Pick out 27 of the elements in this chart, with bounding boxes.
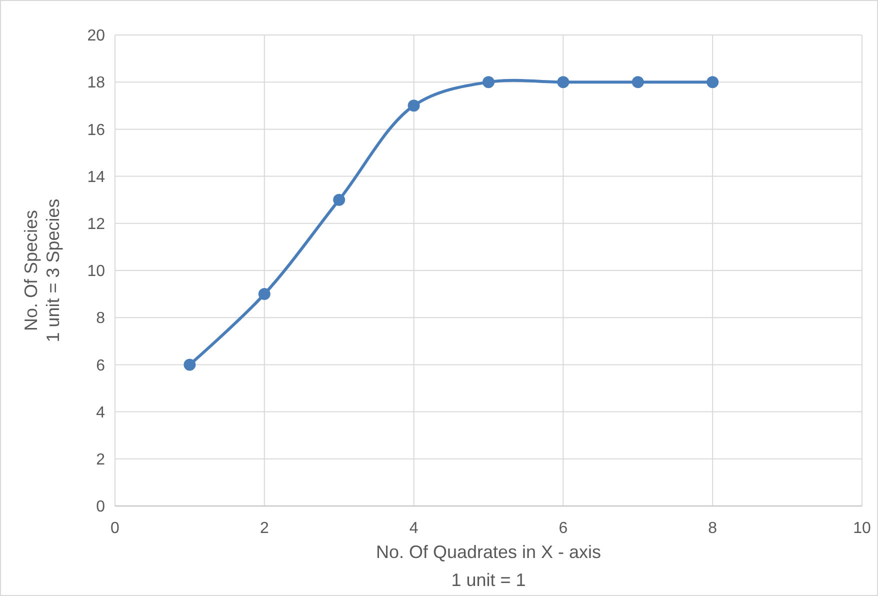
x-tick-label: 2 xyxy=(260,520,269,537)
y-tick-label: 14 xyxy=(87,168,106,186)
point xyxy=(706,76,719,88)
y-tick-label: 12 xyxy=(87,216,106,233)
point xyxy=(408,100,420,112)
x-tick-label: 0 xyxy=(110,520,120,537)
y-axis-title: No. Of Species 1 unit = 3 Species xyxy=(21,198,63,342)
x-tick-label: 6 xyxy=(558,520,568,537)
y-tick-label: 20 xyxy=(87,28,106,45)
y-tick-label: 4 xyxy=(96,404,106,422)
x-tick-label: 8 xyxy=(708,520,718,537)
y-tick-label: 10 xyxy=(87,263,106,280)
y-tick-label: 2 xyxy=(96,452,106,468)
point xyxy=(632,76,644,88)
y-tick-label: 8 xyxy=(96,310,106,328)
x-axis-title: No. Of Quadrates in X - axis 1 unit = 1 xyxy=(376,542,602,590)
point xyxy=(557,76,570,88)
y-tick-label: 16 xyxy=(87,122,106,139)
x-tick-label: 4 xyxy=(409,520,418,537)
y-tick-label: 0 xyxy=(96,498,106,516)
y-tick-label: 18 xyxy=(87,74,106,92)
y-tick-label: 6 xyxy=(96,357,106,374)
point xyxy=(184,358,196,371)
x-tick-label: 10 xyxy=(853,520,871,537)
point xyxy=(333,194,346,206)
point xyxy=(482,76,494,88)
point xyxy=(258,288,270,300)
